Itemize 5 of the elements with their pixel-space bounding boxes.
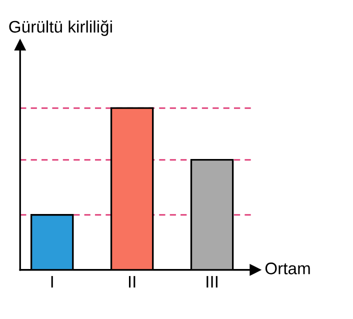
y-axis-title: Gürültü kirliliği <box>9 20 112 36</box>
x-tick-label: I <box>51 276 53 288</box>
x-tick-label: III <box>206 276 218 288</box>
x-axis-title: Ortam <box>265 262 310 274</box>
x-tick-label: II <box>128 276 136 288</box>
